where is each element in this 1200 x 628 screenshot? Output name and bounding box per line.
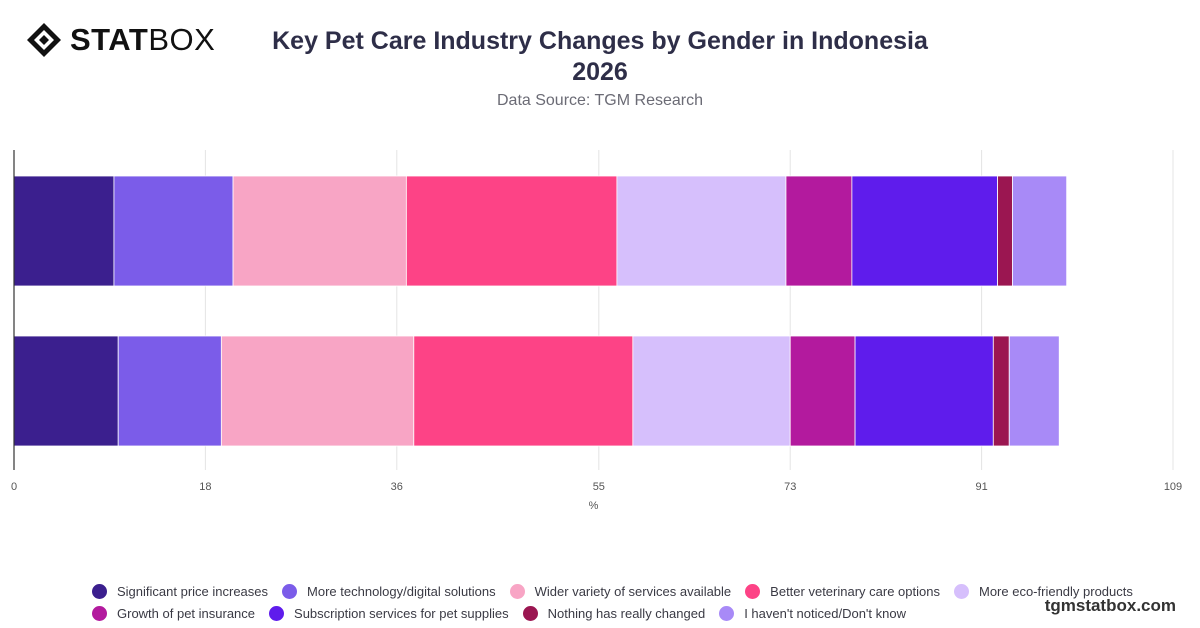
bar-segment: [851, 175, 998, 287]
diamond-logo-icon: [27, 23, 61, 57]
legend-swatch: [509, 583, 525, 599]
chart-legend: Significant price increases More technolo…: [92, 580, 1133, 624]
chart-subtitle: Data Source: TGM Research: [496, 92, 703, 109]
legend-item[interactable]: Better veterinary care options: [745, 583, 940, 599]
legend-label: Significant price increases: [117, 583, 269, 599]
bar-segment: [632, 335, 791, 447]
x-tick-label: 73: [784, 481, 796, 493]
x-tick-label: 18: [199, 481, 211, 493]
legend-item[interactable]: Subscription services for pet supplies: [269, 605, 509, 621]
statbox-logo: STATBOX: [26, 22, 215, 58]
bar-segment: [113, 175, 234, 287]
legend-swatch: [719, 605, 735, 621]
chart-title-line1: Key Pet Care Industry Changes by Gender …: [272, 27, 928, 55]
bar-segment: [1008, 335, 1060, 447]
legend-label: More eco-friendly products: [978, 583, 1133, 599]
bar-segment: [997, 175, 1013, 287]
legend-item[interactable]: Wider variety of services available: [509, 583, 732, 599]
bar-segment: [232, 175, 407, 287]
legend-swatch: [282, 583, 298, 599]
legend-swatch: [745, 583, 761, 599]
legend-item[interactable]: Nothing has really changed: [522, 605, 706, 621]
bar-segment: [854, 335, 994, 447]
bar-segment: [220, 335, 415, 447]
legend-label: Better veterinary care options: [770, 583, 940, 599]
stacked-bar-chart: 0 18 36 55 73 91 109%: [11, 150, 1182, 512]
x-tick-label: 91: [975, 481, 987, 493]
bar-segment: [789, 335, 856, 447]
bar-segment: [405, 175, 618, 287]
legend-item[interactable]: More technology/digital solutions: [282, 583, 496, 599]
legend-swatch: [92, 605, 107, 621]
x-axis-title: %: [589, 500, 599, 512]
bar-segment: [413, 335, 634, 447]
legend-row: Growth of pet insurance Subscription serv…: [92, 602, 1132, 624]
logo-wordmark: STATBOX: [70, 22, 215, 58]
logo-light-text: BOX: [148, 22, 216, 57]
x-tick-label: 0: [11, 481, 17, 493]
legend-swatch: [269, 605, 285, 621]
legend-swatch: [92, 583, 107, 599]
legend-label: Wider variety of services available: [534, 583, 732, 599]
legend-label: I haven't noticed/Don't know: [744, 605, 906, 621]
bar-segment: [1012, 175, 1068, 287]
legend-swatch: [522, 605, 538, 621]
watermark-text: tgmstatbox.com: [1044, 596, 1176, 615]
legend-swatch: [953, 583, 969, 599]
legend-item[interactable]: Significant price increases: [92, 583, 269, 599]
x-tick-label: 55: [593, 481, 605, 493]
legend-item[interactable]: I haven't noticed/Don't know: [719, 605, 906, 621]
bar-segment: [117, 335, 222, 447]
chart-title: Key Pet Care Industry Changes by Gender …: [250, 26, 950, 88]
legend-label: Growth of pet insurance: [117, 605, 256, 621]
legend-label: More technology/digital solutions: [307, 583, 496, 599]
chart-title-line2: 2026: [572, 58, 628, 86]
legend-item[interactable]: Growth of pet insurance: [92, 605, 256, 621]
bar-segment: [13, 335, 119, 447]
x-tick-label: 109: [1164, 481, 1182, 493]
logo-bold-text: STAT: [70, 22, 149, 57]
legend-item[interactable]: More eco-friendly products: [953, 583, 1133, 599]
bar-segment: [785, 175, 853, 287]
bar-segment: [992, 335, 1010, 447]
legend-label: Nothing has really changed: [547, 605, 706, 621]
bar-segment: [13, 175, 115, 287]
legend-label: Subscription services for pet supplies: [294, 605, 509, 621]
legend-row: Significant price increases More technolo…: [92, 580, 1133, 602]
bar-segment: [616, 175, 787, 287]
x-tick-label: 36: [391, 481, 403, 493]
